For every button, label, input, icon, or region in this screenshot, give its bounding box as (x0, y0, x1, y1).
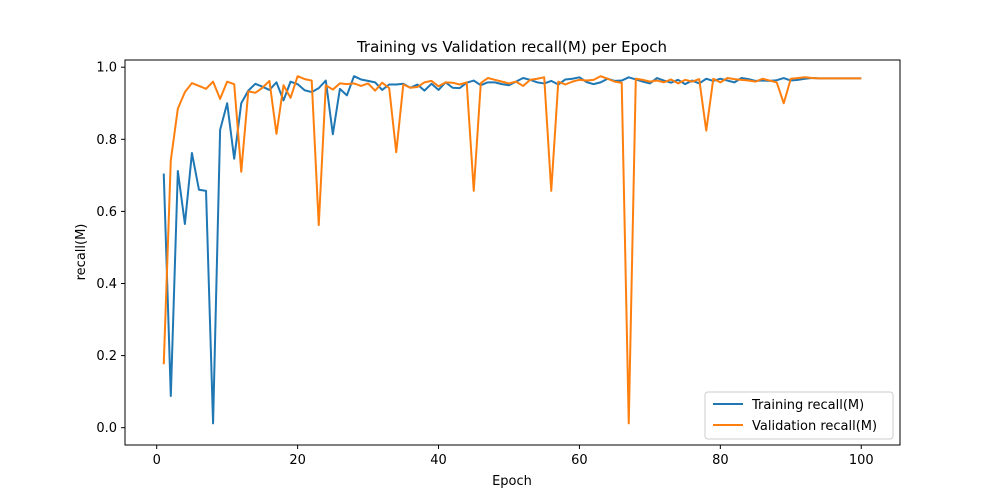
x-axis-label: Epoch (492, 474, 532, 489)
y-axis-label: recall(M) (74, 224, 89, 281)
legend-label-training: Training recall(M) (751, 398, 864, 413)
x-tick-label: 80 (712, 453, 729, 468)
y-tick-label: 0.4 (96, 277, 117, 292)
x-tick-label: 100 (849, 453, 874, 468)
y-tick-label: 0.0 (96, 421, 117, 436)
legend: Training recall(M) Validation recall(M) (705, 392, 893, 439)
chart-title: Training vs Validation recall(M) per Epo… (356, 38, 667, 56)
x-tick-label: 0 (153, 453, 161, 468)
y-axis: 0.0 0.2 0.4 0.6 0.8 1.0 (96, 61, 125, 436)
plot-background (125, 60, 900, 445)
plot-area (125, 60, 900, 445)
x-axis: 0 20 40 60 80 100 (153, 445, 874, 468)
legend-label-validation: Validation recall(M) (752, 419, 877, 434)
y-tick-label: 0.6 (96, 205, 117, 220)
x-tick-label: 40 (430, 453, 447, 468)
x-tick-label: 60 (571, 453, 588, 468)
y-tick-label: 0.8 (96, 133, 117, 148)
y-tick-label: 0.2 (96, 349, 117, 364)
y-tick-label: 1.0 (96, 61, 117, 76)
x-tick-label: 20 (289, 453, 306, 468)
